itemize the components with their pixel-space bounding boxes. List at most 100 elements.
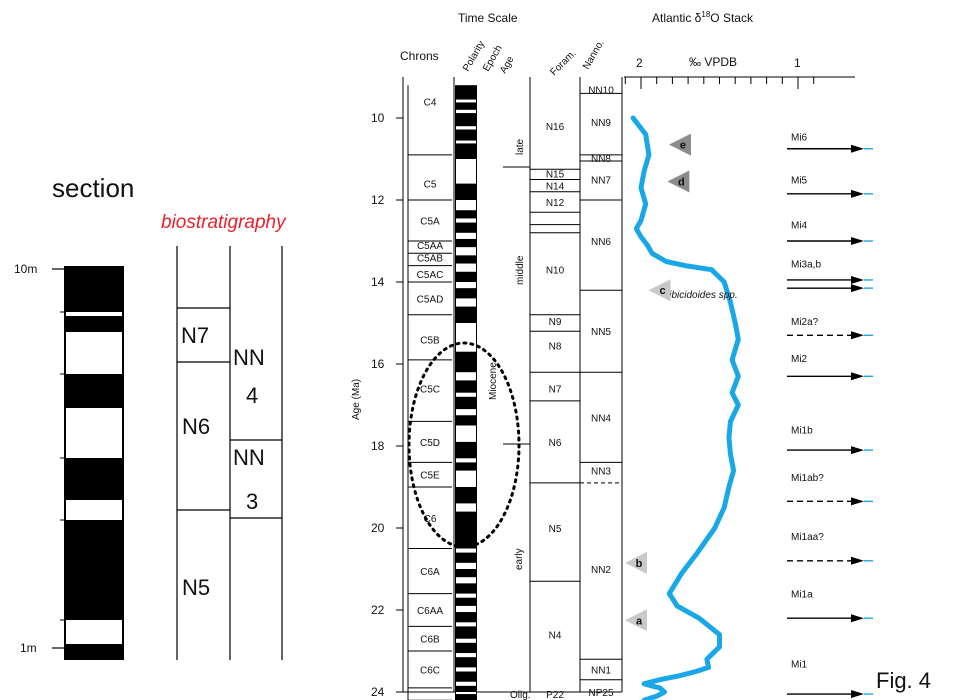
event-arrow-head bbox=[851, 144, 864, 153]
subepoch-middle: middle bbox=[515, 255, 526, 285]
chron-label: C4 bbox=[424, 98, 437, 109]
section-title: section bbox=[52, 173, 134, 203]
chron-label: C5AC bbox=[417, 270, 444, 281]
nanno-zone-label: NN9 bbox=[591, 118, 611, 129]
foram-zone-label: N6 bbox=[549, 438, 562, 449]
epoch-miocene: Miocene bbox=[488, 362, 499, 400]
col-nanno: Nanno. bbox=[581, 38, 607, 71]
chron-label: C6C bbox=[420, 665, 440, 676]
chron-label: C5E bbox=[420, 471, 440, 482]
event-label: Mi4 bbox=[791, 221, 808, 232]
event-arrow-head bbox=[851, 275, 864, 284]
chron-label: C6AA bbox=[417, 606, 443, 617]
genus-label: Cibicidoides spp. bbox=[662, 290, 738, 301]
nanno-zone-label: NN6 bbox=[591, 237, 611, 248]
polarity-column bbox=[455, 85, 477, 700]
time-scale-chart: Time Scale Atlantic δ18O Stack Chrons Po… bbox=[351, 10, 873, 700]
chron-label: C5B bbox=[420, 335, 440, 346]
nanno-zone-label: NN7 bbox=[591, 176, 611, 187]
header-time-scale: Time Scale bbox=[458, 11, 518, 25]
x-unit-label: ‰ VPDB bbox=[689, 55, 737, 69]
section-panel: section 10m 1m bbox=[14, 173, 134, 660]
event-marker-triangle bbox=[648, 279, 671, 302]
nanno-zone-nn4-b: 4 bbox=[246, 383, 258, 408]
event-label: Mi2 bbox=[791, 354, 808, 365]
highlight-ellipse bbox=[407, 341, 521, 549]
event-arrow-head bbox=[851, 556, 864, 565]
col-age: Age bbox=[498, 54, 517, 75]
biostratigraphy-title: biostratigraphy bbox=[161, 212, 287, 233]
event-arrow-head bbox=[851, 446, 864, 455]
event-arrow-head bbox=[851, 372, 864, 381]
event-marker-triangle bbox=[668, 133, 691, 156]
col-foram: Foram. bbox=[548, 48, 578, 78]
event-marker-letter: c bbox=[659, 285, 665, 297]
foram-zone-label: N10 bbox=[546, 266, 565, 277]
event-marker-letter: b bbox=[636, 558, 643, 570]
event-arrow-head bbox=[851, 331, 864, 340]
y-tick-label: 22 bbox=[371, 603, 385, 617]
event-label: Mi5 bbox=[791, 176, 808, 187]
nanno-zone-nn3-b: 3 bbox=[246, 489, 258, 514]
y-tick-label: 10 bbox=[371, 111, 385, 125]
event-label: Mi2a? bbox=[791, 317, 819, 328]
x-tick-2: 2 bbox=[636, 56, 643, 70]
chron-label: C5 bbox=[424, 180, 437, 191]
nanno-zone-label: NN8 bbox=[591, 154, 611, 165]
foram-zone-label: N7 bbox=[549, 385, 562, 396]
event-label: Mi6 bbox=[791, 132, 808, 143]
nanno-zone-label: NN5 bbox=[591, 327, 611, 338]
depth-label-top: 10m bbox=[14, 262, 37, 276]
foram-zone-label: N14 bbox=[546, 182, 565, 193]
event-marker-letter: d bbox=[678, 177, 685, 189]
event-label: Mi1a bbox=[791, 590, 813, 601]
chron-label: C5AD bbox=[417, 294, 444, 305]
nanno-zone-nn4-a: NN bbox=[233, 345, 265, 370]
x-tick-1: 1 bbox=[794, 56, 801, 70]
event-marker-letter: e bbox=[680, 140, 686, 152]
depth-label-bottom: 1m bbox=[20, 641, 37, 655]
foram-zone-label: N15 bbox=[546, 169, 565, 180]
subepoch-early: early bbox=[514, 548, 525, 570]
foram-zone-n7: N7 bbox=[181, 323, 209, 348]
chron-label: C6A bbox=[420, 567, 440, 578]
foram-zone-label: N16 bbox=[546, 122, 565, 133]
y-tick-label: 16 bbox=[371, 357, 385, 371]
biostratigraphy-panel: biostratigraphy N7 N6 N5 NN 4 NN 3 bbox=[161, 212, 287, 660]
foram-zone-p22: P22 bbox=[546, 690, 564, 700]
event-marker-triangle bbox=[667, 170, 690, 193]
delta18o-curve bbox=[630, 115, 741, 700]
event-label: Mi3a,b bbox=[791, 260, 821, 271]
y-tick-label: 18 bbox=[371, 439, 385, 453]
event-label: Mi1 bbox=[791, 659, 808, 670]
event-arrow-head bbox=[851, 690, 864, 699]
nanno-zone-label: NN10 bbox=[588, 85, 614, 96]
y-tick-label: 20 bbox=[371, 521, 385, 535]
event-label: Mi1ab? bbox=[791, 473, 824, 484]
foram-zone-label: N4 bbox=[549, 631, 562, 642]
y-tick-label: 14 bbox=[371, 275, 385, 289]
chron-label: C5A bbox=[420, 217, 440, 228]
nanno-zone-label: NN2 bbox=[591, 565, 611, 576]
foram-zone-label: N12 bbox=[546, 198, 565, 209]
nanno-zone-label: NP25 bbox=[588, 688, 613, 699]
y-tick-label: 12 bbox=[371, 193, 385, 207]
nanno-zone-nn3-a: NN bbox=[233, 445, 265, 470]
section-log bbox=[64, 266, 124, 660]
header-stack: Atlantic δ18O Stack bbox=[652, 10, 754, 25]
event-label: Mi1aa? bbox=[791, 532, 824, 543]
foram-zone-label: N8 bbox=[549, 342, 562, 353]
chron-label: C6B bbox=[420, 635, 440, 646]
event-marker-triangle bbox=[625, 609, 647, 632]
y-axis-label: Age (Ma) bbox=[351, 379, 362, 420]
event-arrow-head bbox=[851, 497, 864, 506]
foram-zone-n5: N5 bbox=[182, 575, 210, 600]
chron-label: C6 bbox=[424, 514, 437, 525]
nanno-zone-label: NN3 bbox=[591, 467, 611, 478]
foram-zone-label: N9 bbox=[549, 317, 562, 328]
chron-label: C5AA bbox=[417, 241, 443, 252]
col-chrons: Chrons bbox=[400, 49, 439, 63]
chron-label: C5D bbox=[420, 438, 440, 449]
event-arrow-head bbox=[851, 189, 864, 198]
